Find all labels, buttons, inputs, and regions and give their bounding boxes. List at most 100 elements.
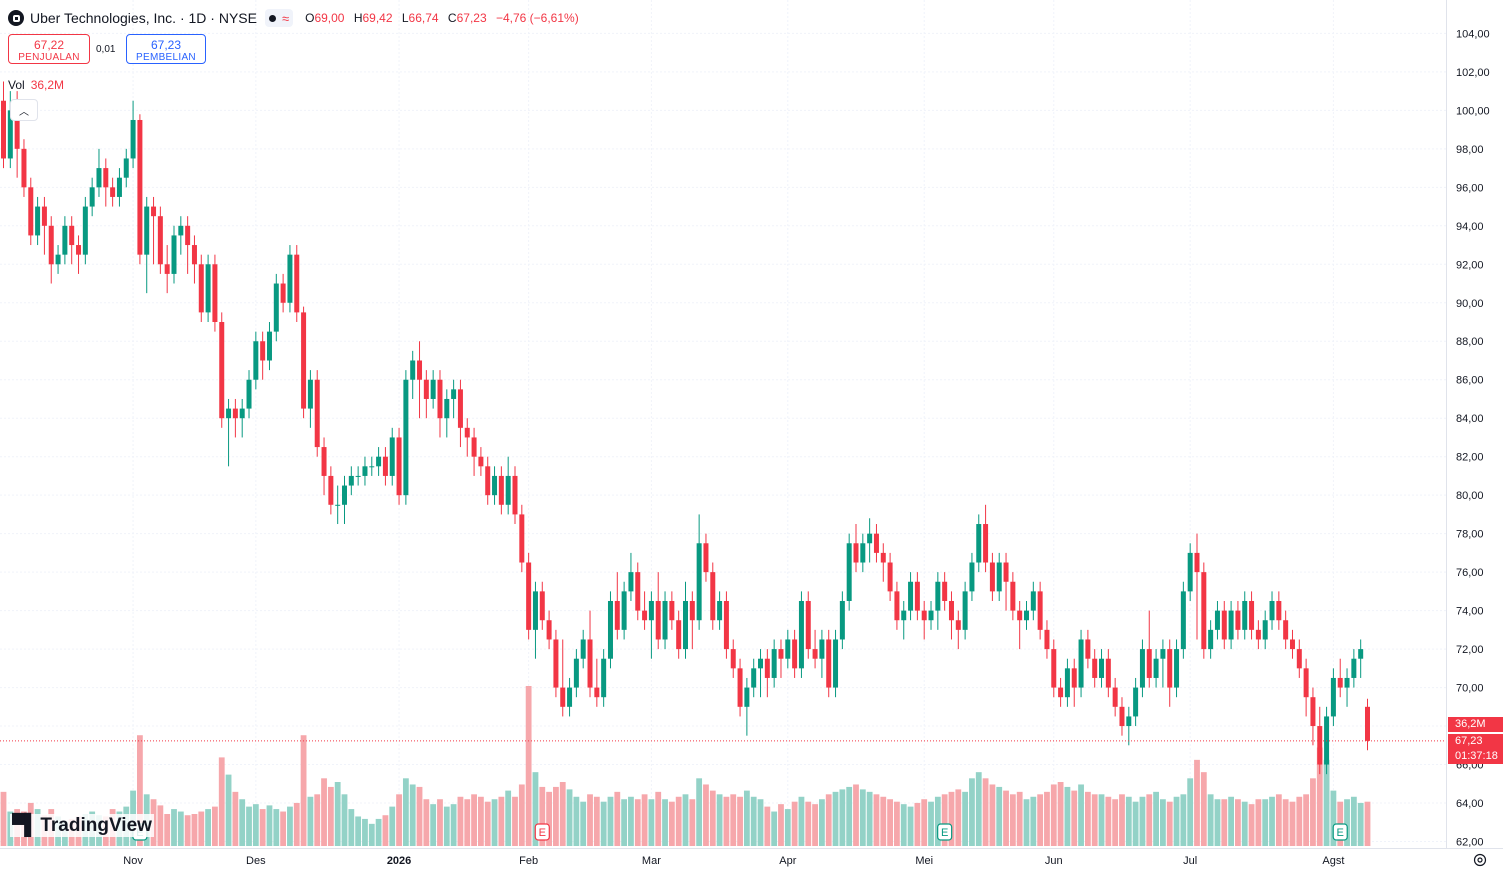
- candle-body: [1126, 716, 1132, 727]
- volume-bar: [525, 686, 532, 846]
- price-tick-label: 76,00: [1456, 567, 1484, 579]
- price-tick-label: 94,00: [1456, 221, 1484, 233]
- candle-body: [614, 600, 620, 630]
- candle-body: [157, 216, 163, 265]
- candle-body: [444, 398, 450, 419]
- volume-bar: [1003, 790, 1009, 846]
- candle-body: [1337, 677, 1343, 688]
- volume-bar: [566, 789, 573, 846]
- candle-body: [287, 254, 293, 303]
- market-status[interactable]: ≈: [264, 9, 294, 27]
- candle-body: [492, 475, 498, 496]
- candle-body: [853, 543, 859, 563]
- candle-body: [696, 543, 702, 621]
- candle-body: [669, 600, 675, 621]
- candle-body: [962, 591, 968, 630]
- volume-bar: [355, 816, 362, 846]
- volume-bar: [928, 801, 934, 846]
- candle-body: [21, 148, 27, 188]
- candle-body: [798, 600, 804, 669]
- ohlc-values: O69,00 H69,42 L66,74 C67,23 −4,76 (−6,61…: [305, 11, 585, 25]
- volume-bar: [607, 796, 614, 846]
- volume-bar: [505, 790, 512, 846]
- volume-bar: [1275, 794, 1282, 846]
- candle-body: [519, 514, 525, 563]
- volume-bar: [259, 809, 266, 846]
- volume-bar: [723, 796, 730, 846]
- volume-bar: [784, 809, 791, 846]
- candle-body: [423, 379, 429, 399]
- candle-body: [1235, 610, 1241, 630]
- candle-body: [1269, 600, 1275, 621]
- collapse-legend-button[interactable]: ︿: [10, 99, 38, 121]
- volume-label: Vol: [8, 78, 25, 92]
- candle-body: [342, 485, 347, 505]
- candle-body: [1071, 668, 1077, 688]
- volume-bar: [662, 799, 668, 846]
- candle-body: [1064, 668, 1070, 698]
- candle-body: [307, 379, 313, 409]
- volume-bar: [1139, 796, 1146, 846]
- price-tick-label: 92,00: [1456, 259, 1484, 271]
- buy-label: PEMBELIAN: [136, 52, 196, 63]
- volume-bar: [1078, 784, 1084, 846]
- market-closed-dot-icon: [268, 14, 276, 22]
- volume-bar: [362, 818, 368, 846]
- candle-body: [1051, 649, 1057, 688]
- volume-bar: [0, 791, 7, 846]
- volume-bar: [1330, 790, 1337, 846]
- volume-bar: [293, 802, 300, 846]
- volume-bar: [280, 811, 287, 846]
- time-tick-label: Jul: [1183, 855, 1197, 867]
- candle-body: [1180, 591, 1186, 650]
- sell-button[interactable]: 67,22 PENJUALAN: [8, 34, 90, 64]
- time-tick-label: Des: [246, 855, 266, 867]
- volume-bar: [593, 796, 600, 846]
- buy-button[interactable]: 67,23 PEMBELIAN: [126, 34, 206, 64]
- candle-body: [785, 639, 791, 659]
- volume-bar: [1173, 796, 1180, 846]
- volume-bar: [955, 789, 962, 846]
- volume-bar: [934, 796, 941, 846]
- volume-bar: [587, 794, 593, 846]
- volume-bar: [743, 790, 750, 846]
- candle-body: [921, 610, 927, 621]
- volume-bar: [1098, 794, 1105, 846]
- volume-legend: Vol 36,2M: [8, 78, 64, 92]
- tradingview-logo[interactable]: ▀▌ TradingView: [10, 814, 154, 837]
- candle-body: [942, 581, 948, 601]
- candle-body: [539, 591, 545, 621]
- candle-body: [512, 475, 518, 515]
- price-tick-label: 102,00: [1456, 67, 1490, 79]
- candle-body: [887, 562, 893, 592]
- candle-body: [1255, 629, 1261, 640]
- volume-bar: [1187, 778, 1194, 846]
- candle-body: [1303, 668, 1309, 698]
- volume-bar: [982, 778, 989, 846]
- candle-body: [82, 206, 88, 255]
- candle-body: [1262, 620, 1268, 640]
- candle-body: [28, 187, 34, 236]
- candle-body: [226, 408, 232, 419]
- candle-body: [1099, 658, 1105, 678]
- volume-bar: [177, 811, 184, 846]
- volume-bar: [1146, 794, 1153, 846]
- symbol-logo-icon[interactable]: [8, 10, 24, 26]
- candle-body: [151, 206, 157, 217]
- volume-bar: [266, 805, 273, 846]
- time-axis[interactable]: Nov Des 2026 Feb Mar Apr Mei Jun Jul Agst: [0, 848, 1503, 868]
- candle-body: [48, 225, 54, 265]
- open-value: 69,00: [314, 11, 345, 25]
- candle-body: [1201, 572, 1207, 650]
- candle-body: [280, 283, 286, 303]
- candle-body: [1030, 591, 1036, 611]
- volume-bar: [396, 794, 402, 846]
- volume-value: 36,2M: [30, 78, 65, 92]
- low-value: 66,74: [408, 11, 439, 25]
- symbol-title[interactable]: Uber Technologies, Inc. · 1D · NYSE: [30, 10, 257, 26]
- volume-bar: [600, 801, 607, 846]
- volume-bar: [975, 772, 982, 846]
- candle-body: [717, 600, 723, 621]
- chart-settings-icon[interactable]: [1472, 852, 1488, 868]
